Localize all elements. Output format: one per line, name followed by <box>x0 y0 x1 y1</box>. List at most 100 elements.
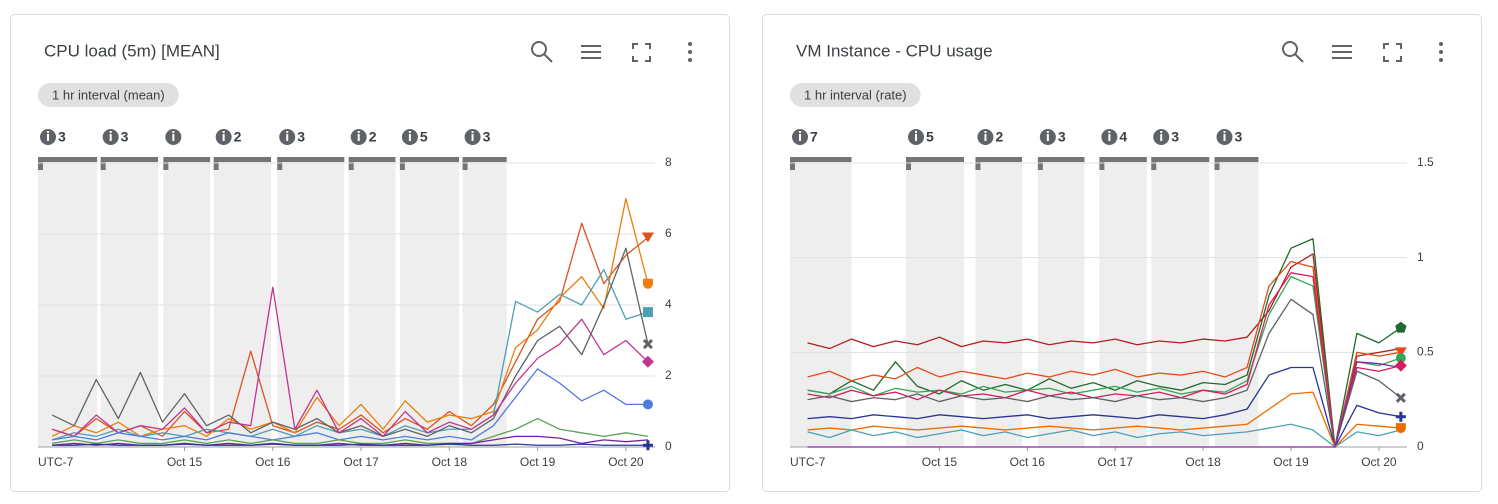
menu-button[interactable] <box>1439 42 1443 62</box>
annotation-band <box>906 157 965 447</box>
annotation-icon-i <box>915 134 918 141</box>
end-marker <box>641 355 654 368</box>
series-line <box>807 391 1401 448</box>
annotation-icon-i <box>222 134 225 141</box>
series-line <box>51 197 649 437</box>
annotation-count: 3 <box>1235 129 1243 145</box>
annotation-band <box>790 157 852 447</box>
annotation-bracket <box>1037 157 1085 170</box>
annotation-bracket <box>462 157 507 170</box>
chart-title: VM Instance - CPU usage <box>796 41 993 60</box>
x-tick-label: Oct 18 <box>432 455 468 469</box>
annotation-icon-i <box>1046 134 1049 141</box>
series-line <box>51 286 649 437</box>
annotation-icon-i <box>1108 134 1111 141</box>
end-marker <box>642 399 653 410</box>
x-tick-label: Oct 16 <box>255 455 291 469</box>
x-tick-label: Oct 18 <box>1185 455 1221 469</box>
end-marker <box>1395 353 1406 364</box>
end-marker <box>642 278 653 289</box>
annotation-bracket <box>1151 157 1210 170</box>
annotation-icon-dot <box>286 131 289 133</box>
annotation-icon-i <box>408 134 411 141</box>
series-line <box>807 423 1402 448</box>
annotation-band <box>462 157 507 447</box>
annotation-icon-dot <box>408 131 411 133</box>
legend-button[interactable] <box>581 45 601 59</box>
x-tick-label: Oct 17 <box>1098 455 1134 469</box>
interval-chip <box>38 83 179 107</box>
annotation-bracket <box>1099 157 1147 170</box>
annotation-bracket <box>37 157 98 170</box>
annotation-bracket <box>277 157 345 170</box>
annotation-icon-i <box>357 134 360 141</box>
end-marker <box>1394 359 1407 372</box>
annotation-band <box>1099 157 1147 447</box>
x-tick-label: Oct 20 <box>1361 455 1397 469</box>
annotation-icon-dot <box>172 131 175 133</box>
x-axis-label: UTC-7 <box>38 455 74 469</box>
annotation-band <box>163 157 211 447</box>
y-tick-label: 2 <box>665 368 672 382</box>
annotation-icon-dot <box>915 131 918 133</box>
annotation-bracket <box>1214 157 1259 170</box>
annotation-count: 3 <box>483 129 491 145</box>
legend-button[interactable] <box>1332 45 1352 59</box>
annotation-icon-i <box>984 134 987 141</box>
interval-label: 1 hr interval (mean) <box>52 87 165 102</box>
annotation-icon-i <box>172 134 175 141</box>
annotation-band <box>1151 157 1210 447</box>
y-tick-label: 8 <box>665 155 672 169</box>
annotation-icon-dot <box>471 131 474 133</box>
end-marker <box>1395 423 1406 434</box>
end-marker <box>1395 392 1406 403</box>
series-line <box>51 268 649 441</box>
annotation-count: 3 <box>297 129 305 145</box>
fullscreen-button[interactable] <box>632 43 651 62</box>
annotation-icon-i <box>1160 134 1163 141</box>
annotation-bracket <box>399 157 460 170</box>
annotation-count: 3 <box>1058 129 1066 145</box>
series-line <box>807 253 1401 448</box>
annotation-count: 3 <box>1171 129 1179 145</box>
annotation-bracket <box>348 157 396 170</box>
annotation-band <box>1214 157 1259 447</box>
y-tick-label: 6 <box>665 226 672 240</box>
annotation-bracket <box>163 157 211 170</box>
reset-zoom-button[interactable] <box>531 41 553 63</box>
x-tick-label: Oct 17 <box>343 455 379 469</box>
series-line <box>807 298 1402 448</box>
chart-title: CPU load (5m) [MEAN] <box>44 41 220 60</box>
annotation-icon-i <box>799 134 801 141</box>
annotation-count: 7 <box>810 129 818 145</box>
annotation-icon-dot <box>1108 131 1111 133</box>
menu-button[interactable] <box>688 42 692 62</box>
series-line <box>807 238 1402 448</box>
x-tick-label: Oct 20 <box>608 455 644 469</box>
annotation-icon-dot <box>357 131 360 133</box>
y-tick-label: 0 <box>665 439 672 453</box>
annotation-icon-i <box>471 134 474 141</box>
toolbar <box>531 41 1443 63</box>
series-line <box>807 361 1401 448</box>
y-tick-label: 1 <box>1417 250 1424 264</box>
annotation-band <box>277 157 345 447</box>
annotation-icon-dot <box>799 131 801 133</box>
x-tick-label: Oct 19 <box>520 455 556 469</box>
annotation-icon-dot <box>47 131 49 133</box>
annotation-count: 5 <box>420 129 428 145</box>
end-marker <box>642 338 653 350</box>
annotation-band <box>975 157 1023 447</box>
annotation-bracket <box>906 157 965 170</box>
annotation-icon-i <box>47 134 49 141</box>
x-tick-label: Oct 19 <box>1273 455 1309 469</box>
annotation-band <box>399 157 460 447</box>
reset-zoom-button[interactable] <box>1282 41 1304 63</box>
end-marker <box>1394 347 1407 358</box>
annotation-icon-dot <box>1223 131 1226 133</box>
annotation-bracket <box>213 157 272 170</box>
x-tick-label: Oct 15 <box>167 455 203 469</box>
fullscreen-button[interactable] <box>1383 43 1402 62</box>
annotation-count: 3 <box>121 129 129 145</box>
